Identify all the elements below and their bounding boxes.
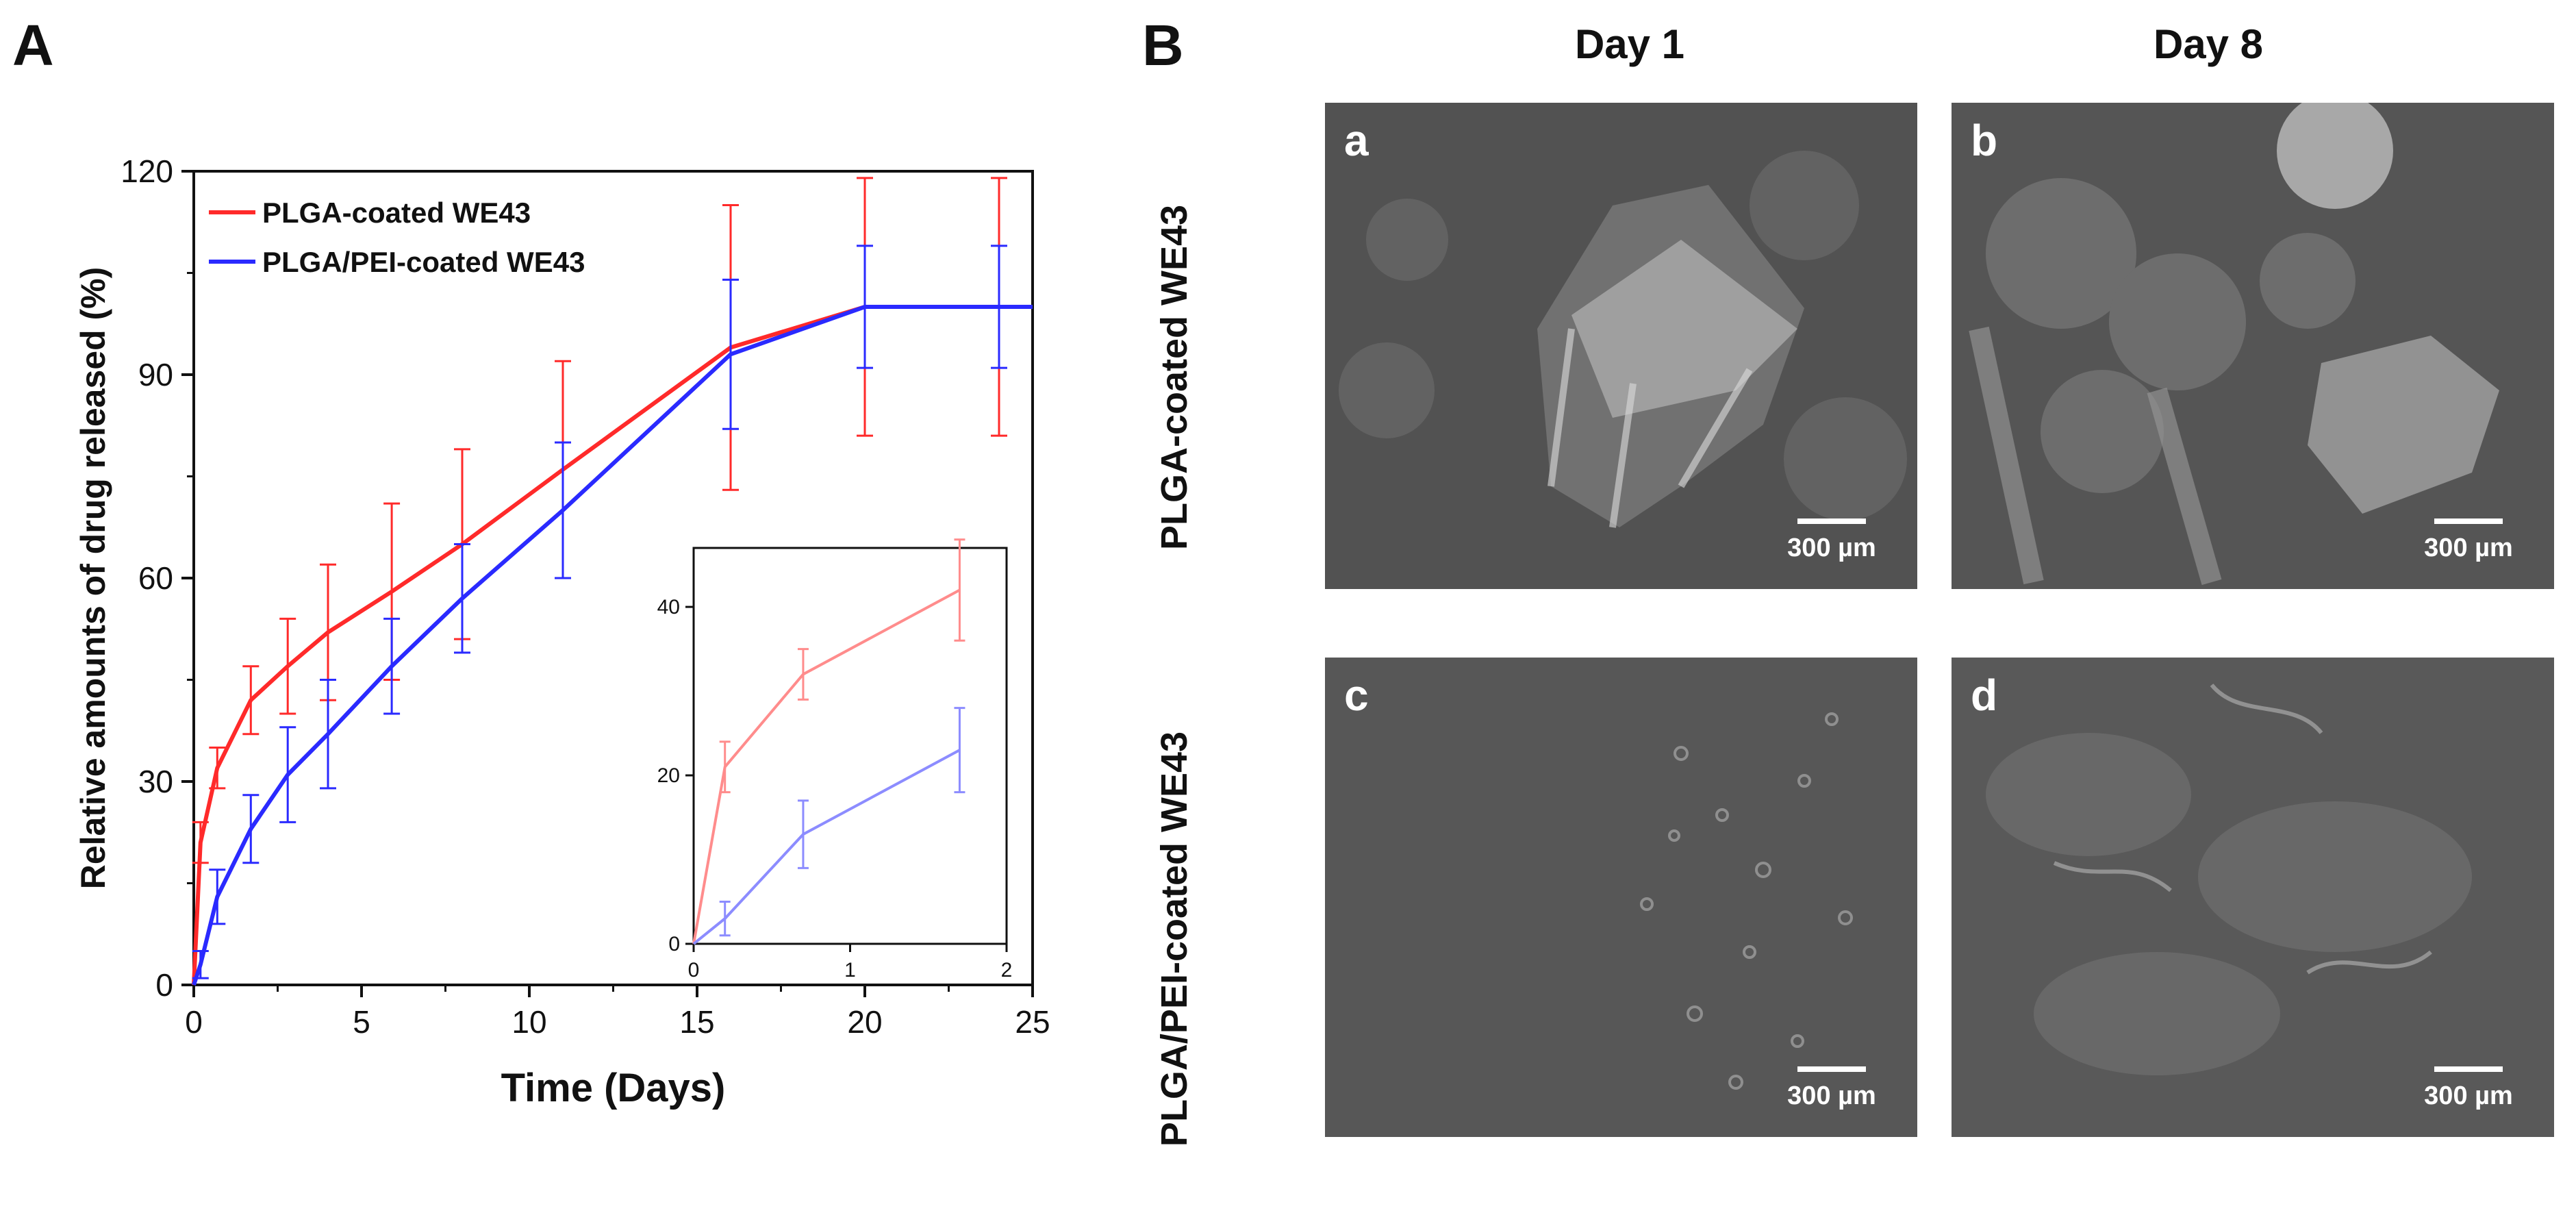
y-tick-label: 0 [155, 967, 173, 1003]
scale-text-b: 300 µm [2424, 534, 2513, 562]
y-axis-label: Relative amounts of drug released (%) [74, 267, 112, 890]
inset-x-tick-label: 0 [688, 959, 700, 981]
x-tick-label: 15 [679, 1004, 714, 1040]
inset-y-tick-label: 20 [657, 764, 680, 787]
column-label-day-1: Day 1 [1574, 21, 1685, 67]
column-label-day-8: Day 8 [2153, 21, 2264, 67]
y-tick-label: 60 [138, 560, 173, 596]
x-axis-label: Time (Days) [501, 1066, 726, 1110]
x-tick-label: 5 [353, 1004, 370, 1040]
sem-letter-b: b [1971, 116, 1998, 165]
y-tick-label: 30 [138, 764, 173, 799]
sem-texture-b [1952, 103, 2554, 589]
inset-series-line-plga [692, 588, 961, 945]
sem-letter-c: c [1344, 671, 1369, 720]
legend-entry: PLGA-coated WE43 [262, 197, 531, 229]
row-label-plga-pei: PLGA/PEI-coated WE43 [1154, 731, 1195, 1147]
scale-bar-a: 300 µm [1780, 518, 1883, 563]
y-tick-label: 120 [121, 153, 173, 189]
sem-image-d: d 300 µm [1952, 658, 2554, 1137]
panel-a-label: A [12, 13, 54, 77]
panel-b-label: B [1142, 13, 1184, 77]
sem-letter-a: a [1344, 116, 1369, 165]
scale-text-d: 300 µm [2424, 1081, 2513, 1110]
sem-image-b: b 300 µm [1952, 103, 2554, 589]
scale-text-a: 300 µm [1787, 534, 1876, 562]
x-tick-label: 0 [185, 1004, 203, 1040]
x-tick-label: 20 [847, 1004, 882, 1040]
sem-letter-d: d [1971, 671, 1998, 720]
inset-x-tick-label: 2 [1001, 959, 1013, 981]
inset-y-tick-label: 40 [657, 596, 680, 618]
y-tick-label: 90 [138, 357, 173, 392]
scale-text-c: 300 µm [1787, 1081, 1876, 1110]
scale-bar-c: 300 µm [1780, 1066, 1883, 1111]
scale-bar-d: 300 µm [2417, 1066, 2520, 1111]
scale-bar-b: 300 µm [2417, 518, 2520, 563]
x-tick-label: 10 [512, 1004, 546, 1040]
sem-texture-d [1952, 658, 2554, 1137]
row-label-plga: PLGA-coated WE43 [1154, 204, 1195, 551]
x-tick-label: 25 [1015, 1004, 1050, 1040]
inset-x-tick-label: 1 [844, 959, 856, 981]
legend-entry: PLGA/PEI-coated WE43 [262, 246, 585, 278]
inset-y-tick-label: 0 [668, 933, 680, 955]
sem-texture-c [1325, 658, 1917, 1137]
inset-series-line-plga-pei [692, 749, 961, 945]
sem-image-c: c 300 µm [1325, 658, 1917, 1137]
sem-image-a: a 300 µm [1325, 103, 1917, 589]
sem-texture-a [1325, 103, 1917, 589]
